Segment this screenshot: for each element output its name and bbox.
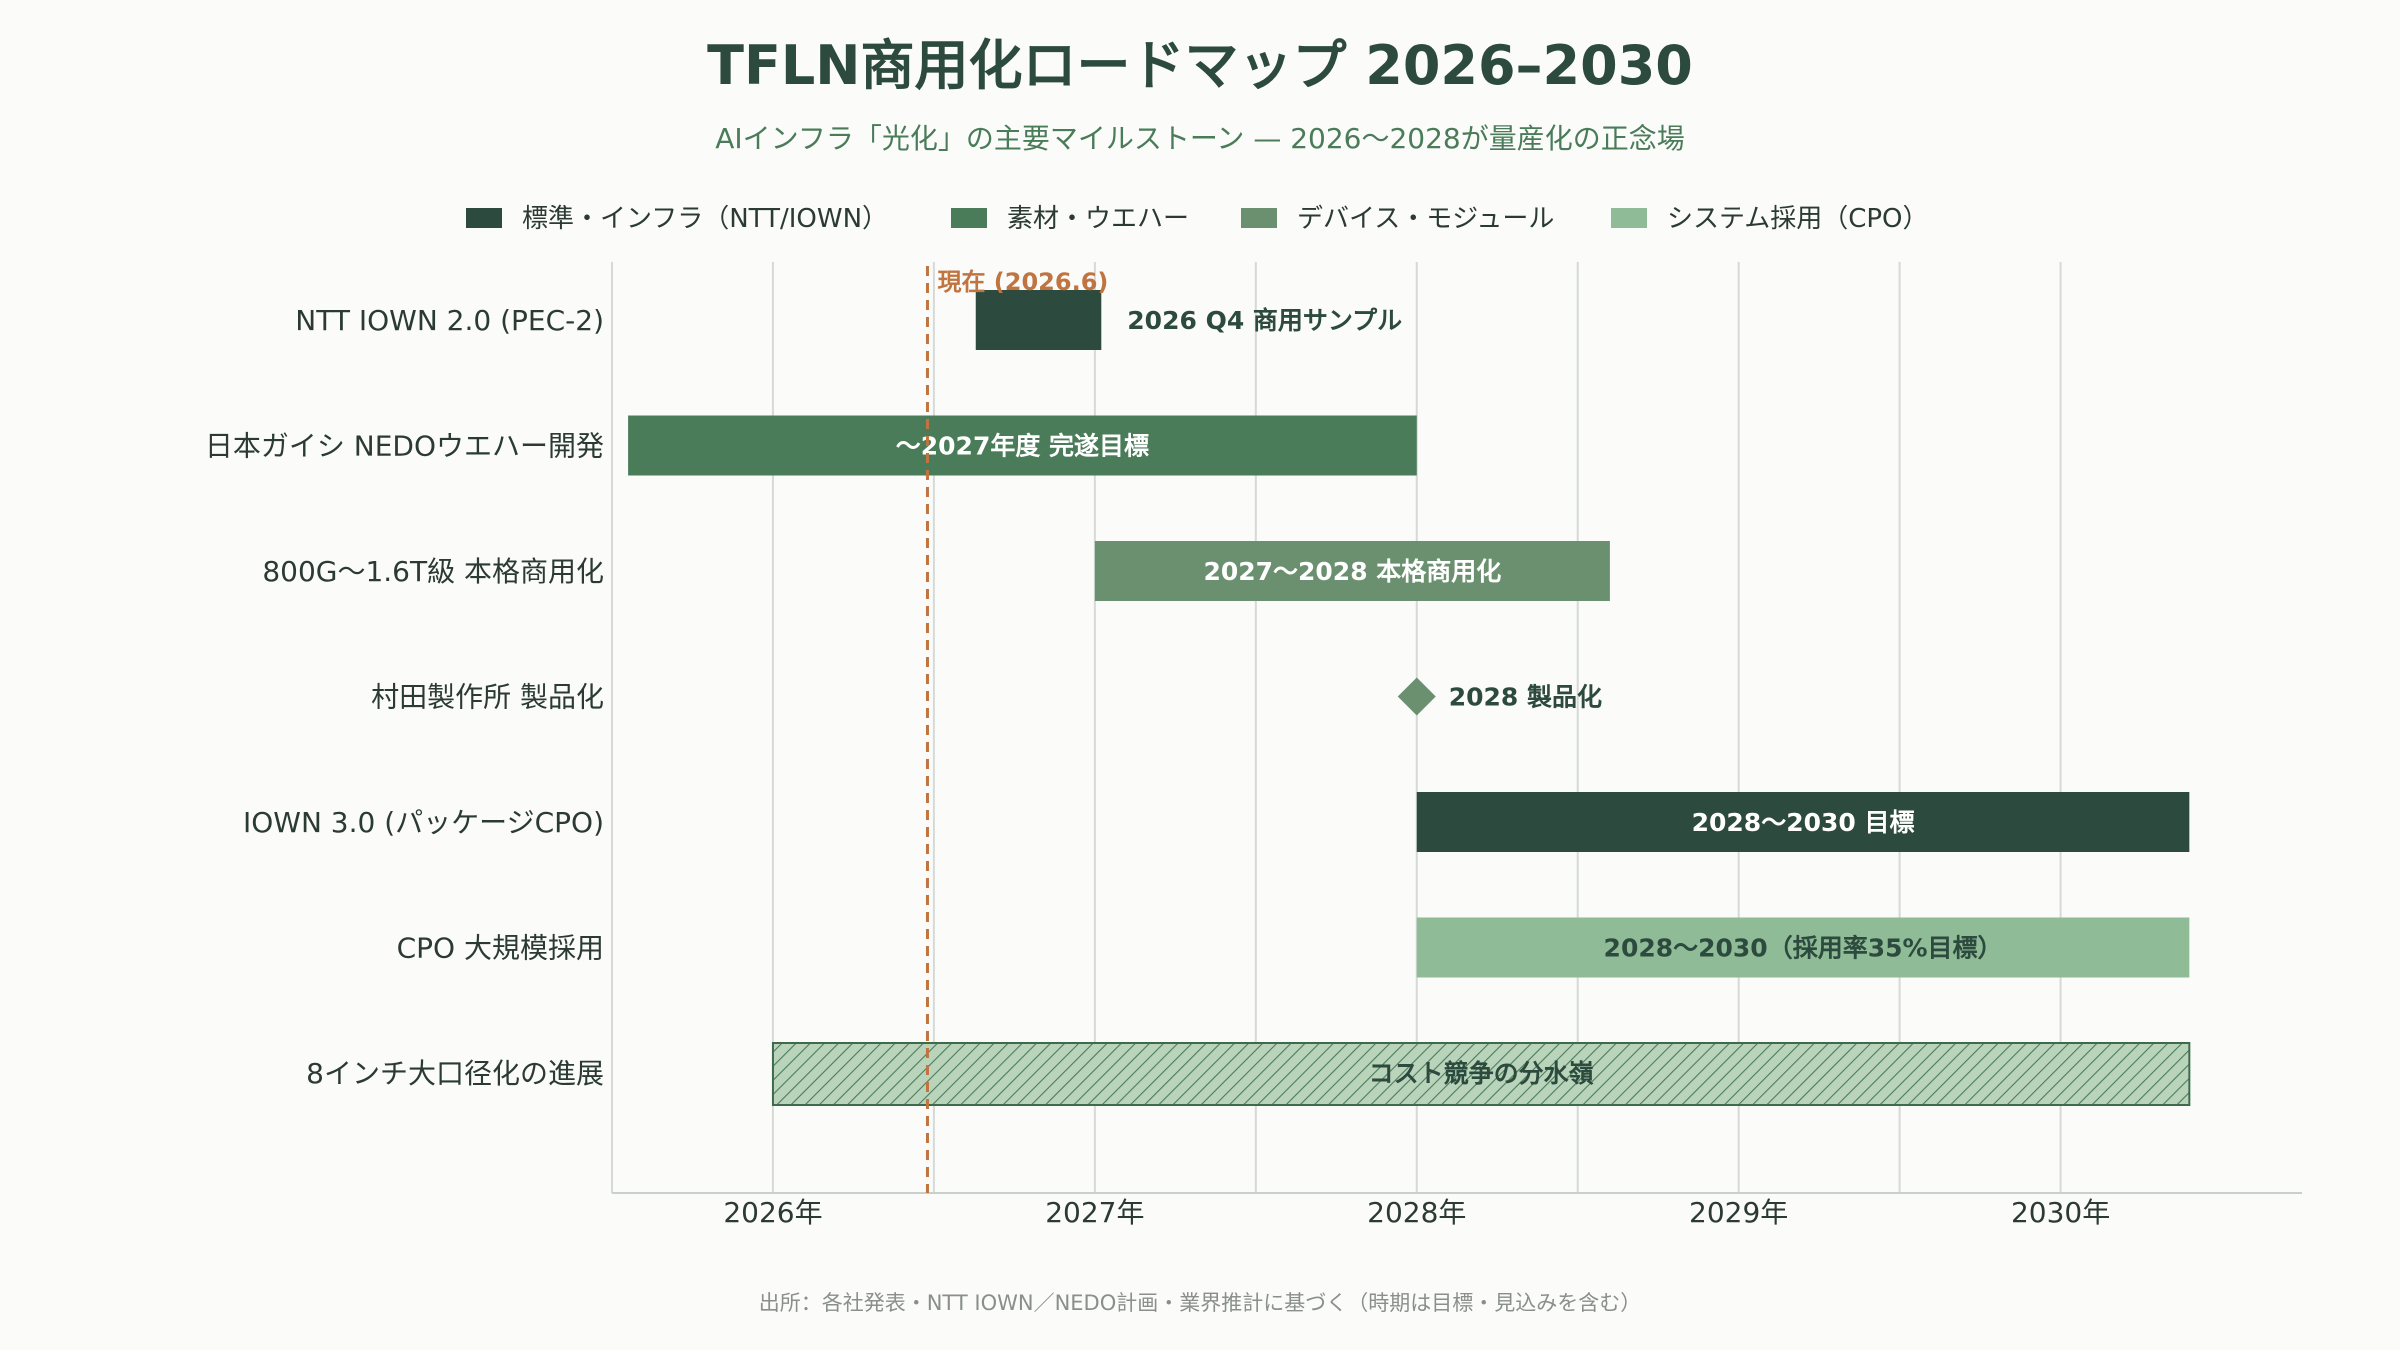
task-bar [1416, 917, 2190, 978]
x-tick-label: 2027年 [1045, 1196, 1144, 1229]
x-tick-label: 2028年 [1367, 1196, 1466, 1229]
legend-label: デバイス・モジュール [1297, 204, 1554, 234]
category-label: 8インチ大口径化の進展 [306, 1057, 604, 1090]
chart-title: TFLN商用化ロードマップ 2026–2030 [707, 34, 1693, 97]
task-bar [975, 290, 1102, 350]
source-note: 出所：各社発表・NTT IOWN／NEDO計画・業界推計に基づく（時期は目標・見… [759, 1291, 1642, 1315]
task-label: 2028〜2030（採用率35%目標） [1604, 934, 2003, 963]
x-axis: 2026年 2027年 2028年 2029年 2030年 [612, 1192, 2302, 1229]
task-bar [1416, 792, 2190, 852]
task-label: 2026 Q4 商用サンプル [1127, 306, 1402, 335]
legend-label: 標準・インフラ（NTT/IOWN） [522, 204, 888, 234]
task-label: 2028〜2030 目標 [1692, 808, 1915, 837]
legend-swatch [466, 208, 502, 228]
category-label: NTT IOWN 2.0 (PEC-2) [295, 304, 604, 337]
task-label: 2028 製品化 [1449, 683, 1602, 712]
legend-swatch [1611, 208, 1647, 228]
task-label: 2027〜2028 本格商用化 [1203, 557, 1501, 586]
task-bar [1094, 541, 1610, 601]
category-label: IOWN 3.0 (パッケージCPO) [243, 806, 604, 839]
category-labels: NTT IOWN 2.0 (PEC-2) 日本ガイシ NEDOウエハー開発 800G… [205, 304, 604, 1090]
milestone-marker [1397, 677, 1436, 716]
legend-label: 素材・ウエハー [1007, 204, 1189, 234]
category-label: 日本ガイシ NEDOウエハー開発 [205, 430, 604, 463]
task-bars: 2026 Q4 商用サンプル〜2027年度 完遂目標 2027〜2028 本格商用… [628, 290, 2191, 1106]
legend: 標準・インフラ（NTT/IOWN） 素材・ウエハー デバイス・モジュール システム採用… [466, 204, 1929, 234]
category-label: 800G〜1.6T級 本格商用化 [262, 555, 604, 588]
current-marker: 現在 (2026.6) [925, 266, 1108, 1193]
category-label: CPO 大規模採用 [397, 932, 604, 965]
legend-swatch [951, 208, 987, 228]
x-tick-label: 2026年 [723, 1196, 822, 1229]
task-label: コスト競争の分水嶺 [1369, 1059, 1594, 1088]
task-bar [628, 415, 1417, 476]
legend-label: システム採用（CPO） [1667, 204, 1929, 234]
legend-swatch [1241, 208, 1277, 228]
category-label: 村田製作所 製品化 [371, 681, 604, 714]
x-tick-label: 2030年 [2011, 1196, 2110, 1229]
x-tick-label: 2029年 [1689, 1196, 1788, 1229]
task-bar-hatched [771, 1042, 2191, 1106]
chart-subtitle: AIインフラ「光化」の主要マイルストーン — 2026〜2028が量産化の正念場 [715, 122, 1685, 155]
current-date-label: 現在 (2026.6) [937, 268, 1108, 296]
task-label: 〜2027年度 完遂目標 [896, 432, 1149, 461]
